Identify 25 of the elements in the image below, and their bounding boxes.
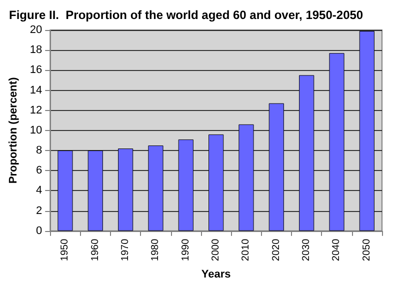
y-tick-label: 2 <box>36 204 42 217</box>
y-axis-title: Proportion (percent) <box>8 76 20 184</box>
chart-title: Figure II. Proportion of the world aged 60 and over, 1950-2050 <box>9 8 364 22</box>
x-tick-label: 2010 <box>240 238 252 262</box>
y-tick-label: 20 <box>30 24 42 36</box>
x-tick-label: 2040 <box>331 238 342 262</box>
x-tick-label: 2050 <box>361 238 372 262</box>
y-tick-label: 4 <box>36 184 42 197</box>
y-tick-label: 10 <box>30 124 42 136</box>
x-tick-label: 2000 <box>210 238 222 262</box>
y-tick-label: 12 <box>30 104 42 116</box>
x-axis-title: Years <box>201 268 231 280</box>
x-tick-label: 1980 <box>150 238 162 262</box>
x-tick-label: 2030 <box>301 238 312 262</box>
y-tick-label: 18 <box>30 44 42 56</box>
x-tick-label: 1990 <box>180 238 192 262</box>
x-tick-label: 1970 <box>120 238 132 262</box>
x-tick-label: 1950 <box>60 238 71 262</box>
y-tick-label: 6 <box>36 164 42 177</box>
y-tick-label: 8 <box>36 144 42 157</box>
y-tick-label: 16 <box>30 64 42 76</box>
x-tick-label: 1960 <box>90 238 101 262</box>
x-tick-label: 2020 <box>270 238 282 262</box>
y-tick-label: 0 <box>36 224 42 237</box>
y-tick-label: 14 <box>30 84 42 96</box>
